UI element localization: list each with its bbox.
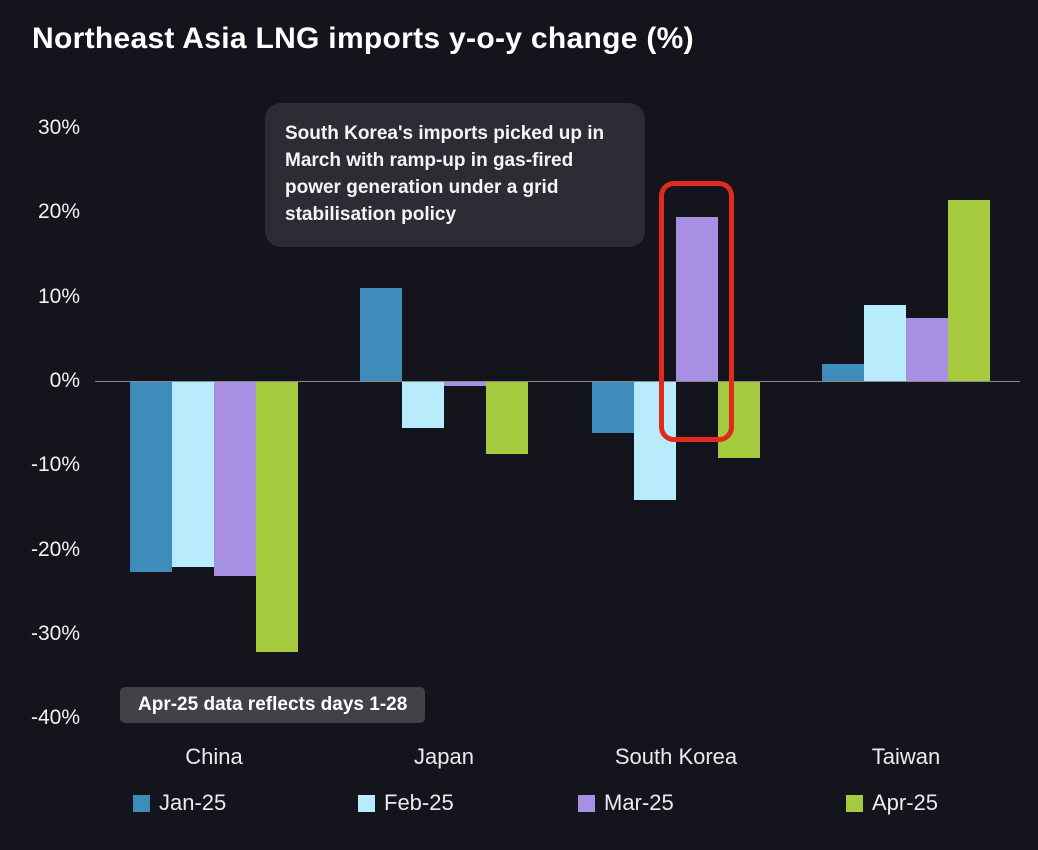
- x-axis-category-label-taiwan: Taiwan: [871, 744, 941, 769]
- bar-apr-25-japan: [486, 382, 528, 454]
- annotation-callout: South Korea's imports picked up in March…: [265, 103, 645, 247]
- x-axis-category-label-south-korea: South Korea: [614, 744, 738, 769]
- y-axis-tick-label: 30%: [37, 116, 80, 140]
- bar-feb-25-china: [172, 382, 214, 568]
- bar-apr-25-south-korea: [718, 382, 760, 458]
- bar-feb-25-taiwan: [864, 305, 906, 381]
- bar-jan-25-south-korea: [592, 382, 634, 433]
- legend-item-feb-25: Feb-25: [358, 790, 454, 816]
- bar-apr-25-china: [256, 382, 298, 652]
- legend-label-mar-25: Mar-25: [604, 790, 674, 815]
- y-axis-tick-label: -30%: [30, 621, 80, 645]
- legend-swatch-jan-25: [133, 794, 150, 812]
- y-axis-tick-label: -10%: [30, 453, 80, 477]
- legend-swatch-mar-25: [578, 794, 595, 812]
- y-axis-tick-label: 20%: [37, 200, 80, 224]
- y-axis-tick-label: 10%: [37, 284, 80, 308]
- legend-swatch-feb-25: [358, 794, 375, 812]
- chart-title: Northeast Asia LNG imports y-o-y change …: [32, 22, 694, 55]
- legend-item-mar-25: Mar-25: [578, 790, 674, 816]
- bar-jan-25-taiwan: [822, 364, 864, 381]
- legend-label-jan-25: Jan-25: [159, 790, 227, 815]
- bar-jan-25-china: [130, 382, 172, 572]
- bar-feb-25-japan: [402, 382, 444, 429]
- zero-axis-line: [95, 381, 1020, 382]
- x-axis-category-label-china: China: [185, 744, 243, 769]
- legend-label-apr-25: Apr-25: [872, 790, 939, 815]
- legend-swatch-apr-25: [846, 794, 863, 812]
- legend-item-apr-25: Apr-25: [846, 790, 938, 816]
- bar-mar-25-taiwan: [906, 317, 948, 381]
- bar-apr-25-taiwan: [948, 199, 990, 381]
- bar-mar-25-japan: [444, 382, 486, 387]
- bar-jan-25-japan: [360, 288, 402, 381]
- bar-mar-25-south-korea: [676, 216, 718, 381]
- footnote-text: Apr-25 data reflects days 1-28: [138, 694, 408, 715]
- bar-mar-25-china: [214, 382, 256, 576]
- legend-label-feb-25: Feb-25: [384, 790, 454, 815]
- footnote-badge: Apr-25 data reflects days 1-28: [120, 687, 426, 723]
- x-axis-category-label-japan: Japan: [414, 744, 474, 769]
- y-axis-tick-label: 0%: [49, 369, 80, 392]
- y-axis-tick-label: -40%: [30, 706, 80, 730]
- annotation-text: South Korea's imports picked up in March…: [285, 123, 605, 225]
- legend-item-jan-25: Jan-25: [133, 790, 226, 816]
- y-axis-tick-label: -20%: [30, 537, 80, 561]
- highlight-rect-south-korea-mar: [659, 181, 734, 442]
